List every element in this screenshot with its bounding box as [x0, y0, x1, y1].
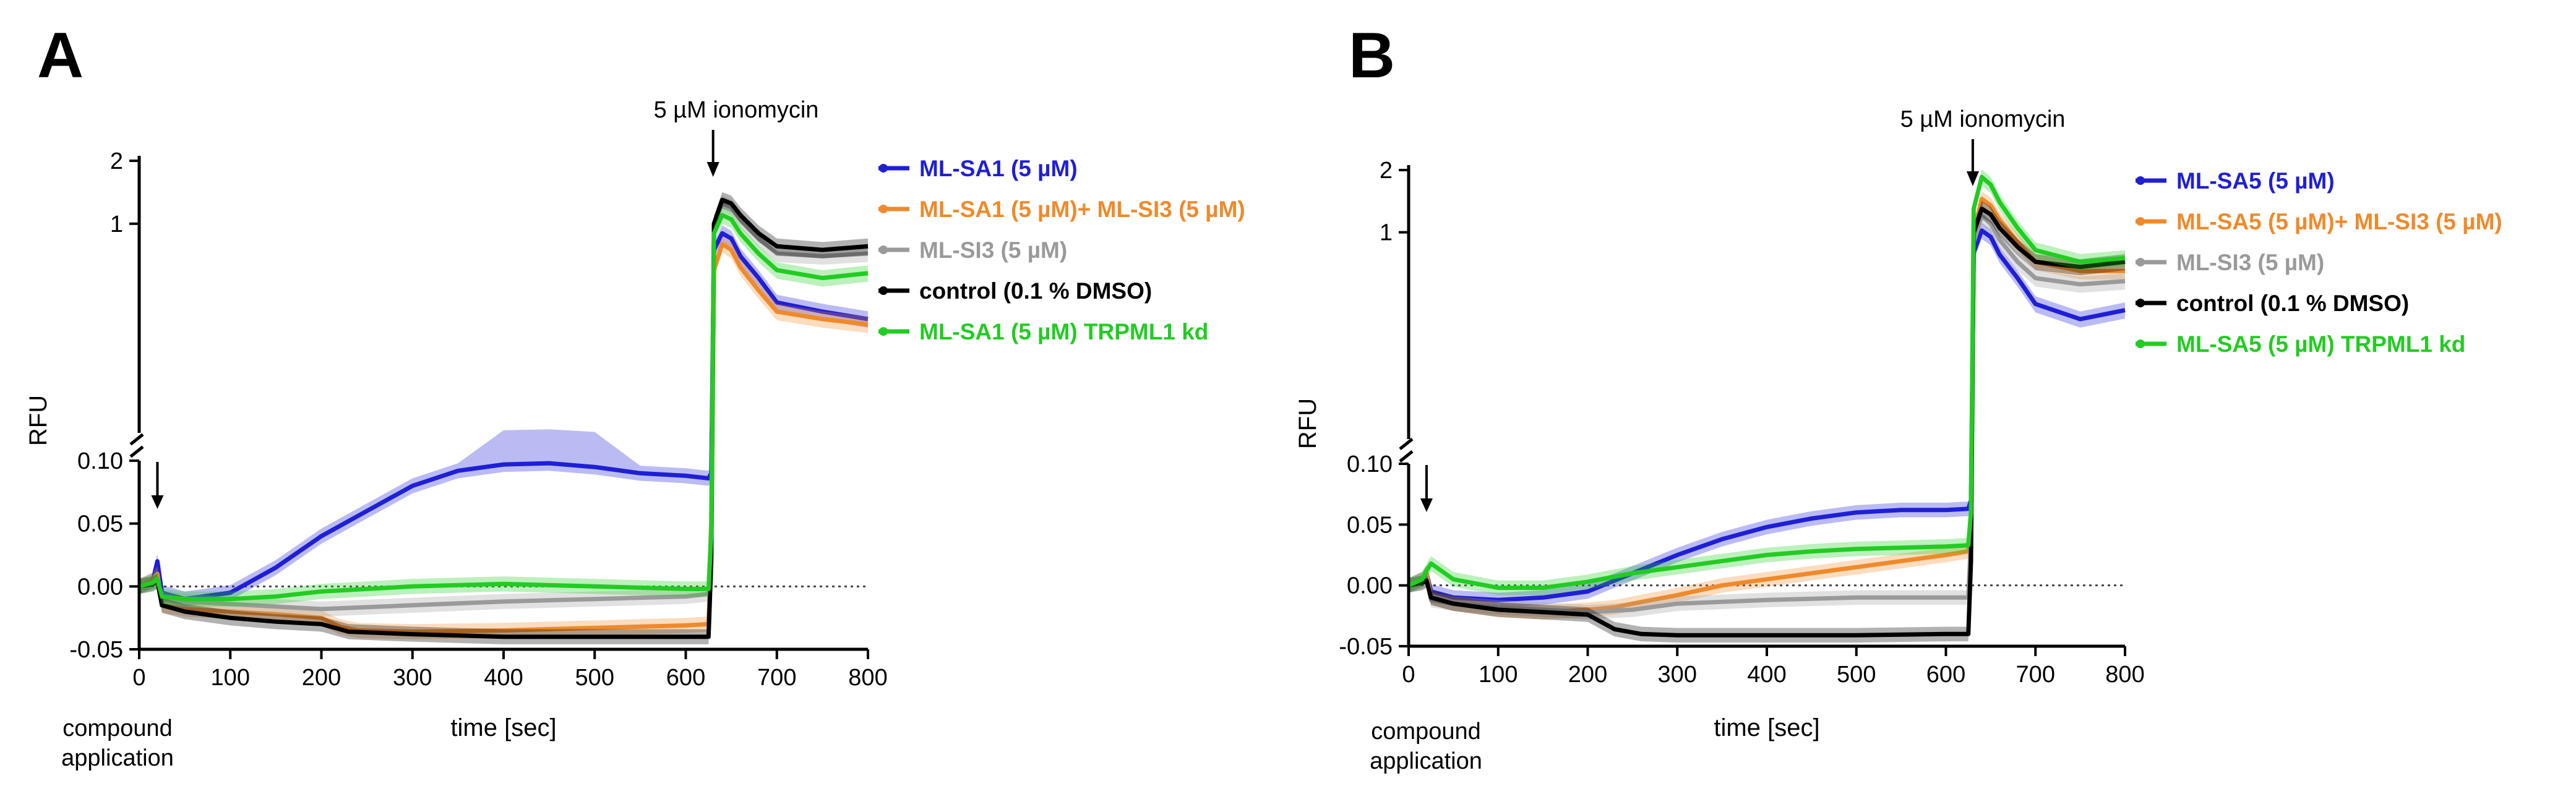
x-tick-label: 500: [1837, 662, 1876, 688]
x-tick-label: 800: [848, 665, 887, 691]
y-tick-label: 0.00: [1347, 573, 1393, 599]
legend-entry: control (0.1 % DMSO): [919, 278, 1152, 304]
y-tick-label: 1: [110, 211, 123, 237]
x-tick-label: 400: [1747, 662, 1786, 688]
compound-arrow-head: [151, 495, 164, 509]
y-tick-label: 0.05: [1347, 512, 1393, 538]
legend-marker: [2136, 217, 2145, 226]
y-tick-label: 0.05: [77, 511, 123, 537]
compound-arrow-head: [1420, 498, 1433, 512]
series-line-4: [1407, 174, 2126, 591]
legend-entry: ML-SA5 (5 µM) TRPML1 kd: [2176, 331, 2465, 357]
x-tick-label: 800: [2105, 662, 2144, 688]
legend-marker: [879, 205, 888, 213]
legend-marker: [879, 164, 888, 173]
series-line-4: [139, 213, 869, 602]
ionomycin-label: 5 µM ionomycin: [1900, 106, 2066, 132]
series-line-0: [1407, 228, 2126, 602]
x-tick-label: 400: [484, 665, 523, 691]
series-line-2: [139, 201, 869, 612]
x-tick-label: 0: [132, 665, 145, 691]
panel-a: A 0 100 200 300 400 500 600 700 800 -0.05 0.00 0.05 0…: [25, 20, 1245, 771]
y-tick-label: -0.05: [1339, 634, 1393, 660]
legend-marker: [2136, 299, 2145, 307]
axis-break-mark: [1399, 450, 1414, 463]
legend-entry: control (0.1 % DMSO): [2176, 291, 2409, 316]
x-tick-label: 100: [211, 665, 250, 691]
y-tick-label: 1: [1380, 220, 1393, 246]
axis-break-mark: [1399, 438, 1414, 450]
x-tick-label: 700: [757, 665, 796, 691]
legend-entry: ML-SI3 (5 µM): [2176, 250, 2324, 275]
x-tick-label: 100: [1479, 662, 1518, 688]
legend-entry: ML-SA5 (5 µM)+ ML-SI3 (5 µM): [2176, 209, 2502, 234]
x-tick-label: 600: [666, 665, 705, 691]
y-tick-label: 0.10: [1347, 451, 1393, 477]
panel-letter: A: [37, 20, 84, 92]
x-tick-label: 300: [393, 665, 432, 691]
compound-label-line2: application: [1370, 748, 1482, 774]
legend-entry: ML-SA1 (5 µM): [919, 156, 1078, 181]
legend-entry: ML-SA1 (5 µM) TRPML1 kd: [919, 319, 1208, 344]
ionomycin-arrow-head: [1966, 171, 1979, 186]
compound-label-line2: application: [61, 745, 174, 771]
y-tick-label: 0.00: [77, 574, 123, 600]
x-axis-title: time [sec]: [450, 714, 556, 741]
axis-break-mark: [129, 445, 144, 458]
ionomycin-arrow-head: [706, 162, 719, 177]
x-axis-title: time [sec]: [1714, 714, 1819, 741]
ionomycin-label: 5 µM ionomycin: [654, 97, 819, 123]
legend-marker: [879, 245, 888, 254]
panel-b: B 0 100 200 300 400 500 600 700 800 -0.05 0.00 0.05 0…: [1294, 20, 2502, 774]
x-tick-label: 0: [1402, 662, 1415, 688]
x-tick-label: 200: [302, 665, 341, 691]
y-tick-label: -0.05: [69, 637, 123, 663]
legend-marker: [2136, 258, 2145, 267]
y-tick-label: 2: [110, 148, 123, 174]
y-axis-title: RFU: [1294, 398, 1321, 449]
legend-marker: [879, 327, 888, 336]
series-line-3: [1408, 207, 2126, 638]
legend-entry: ML-SA5 (5 µM): [2176, 168, 2335, 194]
legend-marker: [879, 286, 888, 295]
legend-entry: ML-SI3 (5 µM): [919, 237, 1067, 263]
legend-marker: [2136, 339, 2145, 348]
legend-marker: [2136, 176, 2145, 185]
series-band-4: [139, 207, 868, 607]
x-tick-label: 200: [1568, 662, 1607, 688]
legend-entry: ML-SA1 (5 µM)+ ML-SI3 (5 µM): [919, 197, 1245, 222]
x-tick-label: 300: [1658, 662, 1697, 688]
axis-break-mark: [129, 433, 144, 446]
y-axis-title: RFU: [25, 395, 52, 446]
series-line-3: [139, 197, 869, 639]
compound-label-line1: compound: [1371, 719, 1480, 745]
y-tick-label: 0.10: [77, 448, 123, 474]
x-tick-label: 700: [2016, 662, 2055, 688]
panel-letter: B: [1349, 20, 1395, 92]
x-tick-label: 600: [1926, 662, 1965, 688]
x-tick-label: 500: [575, 665, 614, 691]
y-tick-label: 2: [1380, 158, 1393, 184]
compound-label-line1: compound: [62, 715, 172, 741]
